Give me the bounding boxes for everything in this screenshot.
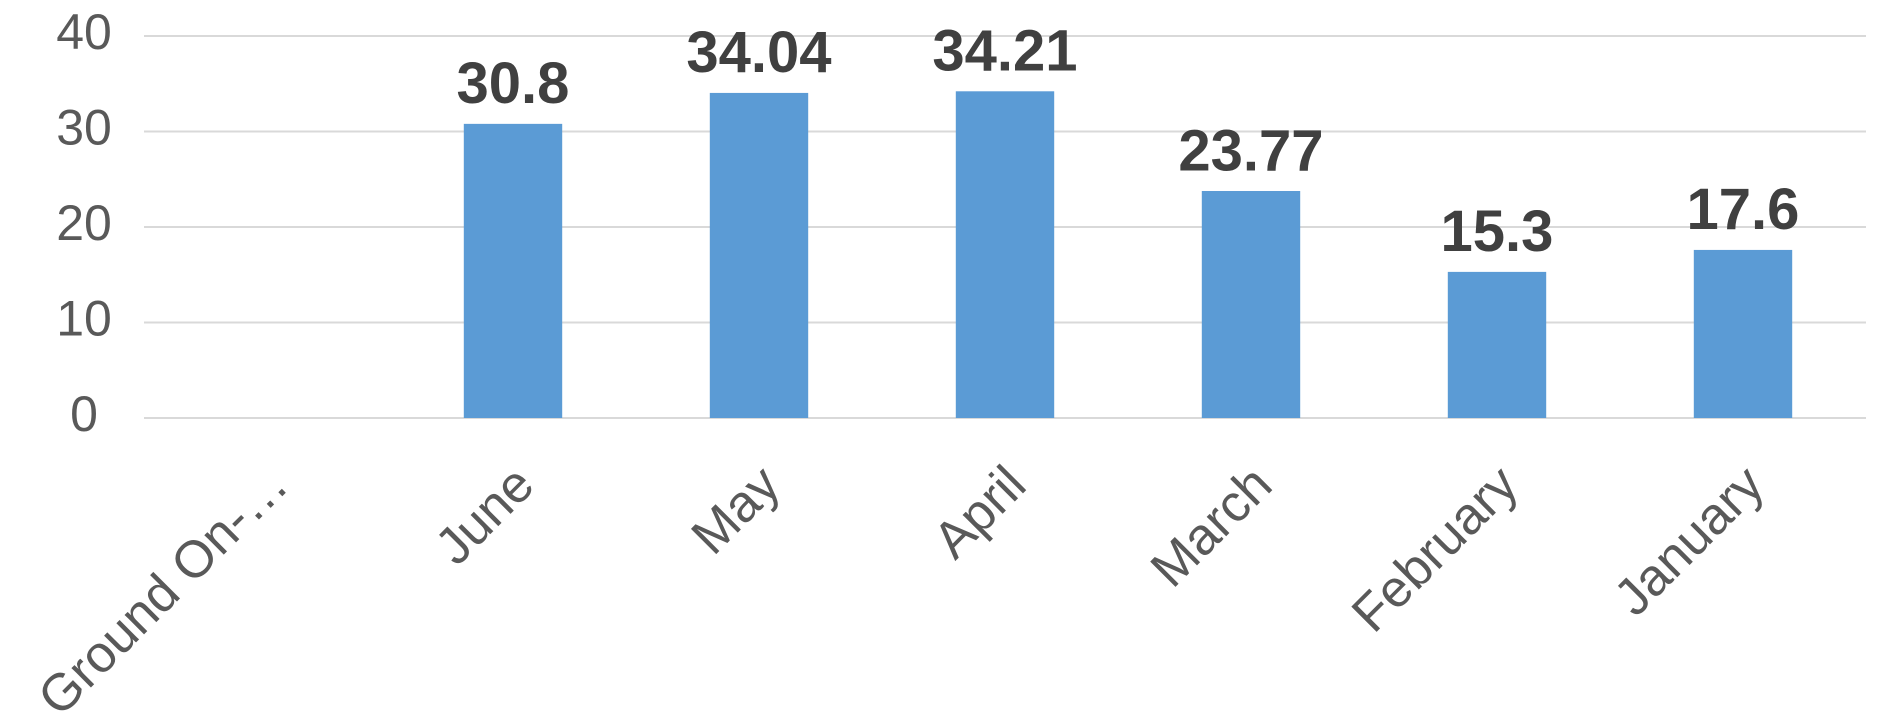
x-tick-label: January <box>1603 455 1775 627</box>
data-label: 17.6 <box>1687 177 1800 242</box>
x-tick-label: May <box>681 455 791 565</box>
data-label: 34.04 <box>686 20 831 85</box>
bar <box>955 91 1055 419</box>
y-tick-label: 30 <box>56 100 112 156</box>
x-tick-label: April <box>923 455 1038 570</box>
bar <box>1447 271 1547 418</box>
data-label: 15.3 <box>1441 199 1554 264</box>
y-tick-label: 0 <box>70 386 98 442</box>
data-label: 34.21 <box>932 19 1077 84</box>
y-tick-label: 10 <box>56 291 112 347</box>
bar <box>1201 190 1301 418</box>
bar <box>1693 249 1793 418</box>
x-tick-label: Ground On-… <box>27 455 299 726</box>
bar <box>463 123 563 419</box>
x-tick-label: June <box>424 455 545 576</box>
y-tick-label: 20 <box>56 195 112 251</box>
x-tick-label: March <box>1140 455 1283 598</box>
x-tick-label: February <box>1341 455 1529 643</box>
bar <box>709 92 809 418</box>
data-label: 30.8 <box>457 51 570 116</box>
data-label: 23.77 <box>1178 118 1323 183</box>
y-tick-label: 40 <box>56 4 112 60</box>
